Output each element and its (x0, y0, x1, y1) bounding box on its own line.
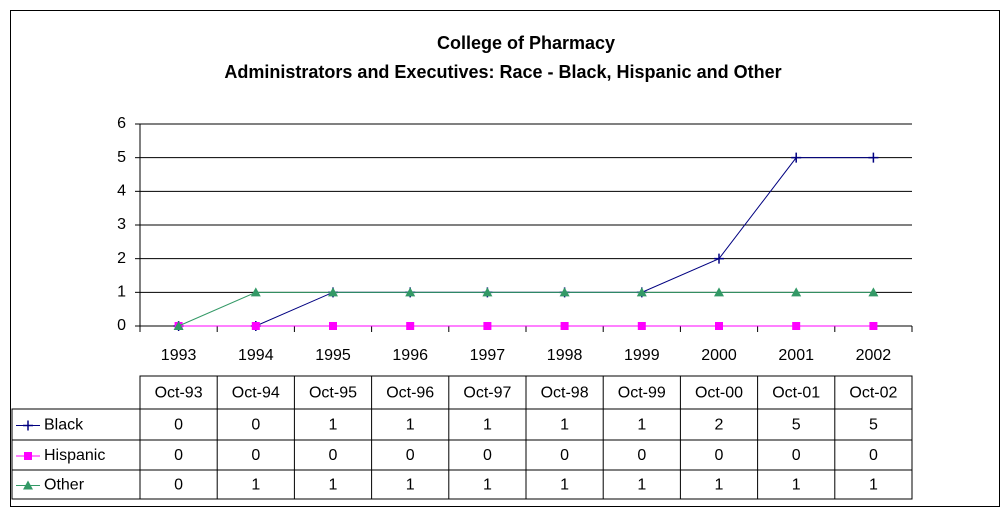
data-point (715, 322, 723, 330)
legend-marker (24, 452, 32, 460)
table-value: 0 (483, 447, 492, 464)
legend-label: Hispanic (44, 447, 105, 464)
table-value: 0 (406, 447, 415, 464)
table-header: Oct-93 (155, 385, 203, 402)
y-tick-label: 2 (117, 250, 126, 267)
table-value: 1 (637, 417, 646, 434)
data-point (791, 287, 802, 297)
data-point (559, 287, 570, 297)
data-point (791, 152, 802, 163)
table-header: Oct-94 (232, 385, 280, 402)
table-value: 1 (869, 477, 878, 494)
data-point (868, 152, 879, 163)
table-value: 0 (174, 447, 183, 464)
data-point (329, 322, 337, 330)
table-value: 1 (406, 417, 415, 434)
y-tick-label: 4 (117, 183, 126, 200)
table-header: Oct-97 (463, 385, 511, 402)
y-tick-label: 3 (117, 216, 126, 233)
x-tick-label: 2002 (856, 347, 892, 364)
table-value: 0 (174, 477, 183, 494)
table-value: 0 (329, 447, 338, 464)
table-value: 0 (637, 447, 646, 464)
table-value: 0 (560, 447, 569, 464)
table-header: Oct-98 (541, 385, 589, 402)
table-value: 1 (329, 477, 338, 494)
table-header: Oct-02 (849, 385, 897, 402)
table-header: Oct-01 (772, 385, 820, 402)
table-value: 0 (251, 417, 260, 434)
data-point (868, 287, 879, 297)
series-line (178, 291, 874, 327)
data-point (869, 322, 878, 330)
legend-label: Other (44, 477, 85, 494)
table-value: 0 (715, 447, 724, 464)
x-tick-label: 1996 (392, 347, 428, 364)
x-tick-label: 1997 (470, 347, 506, 364)
data-point (405, 287, 416, 297)
data-point (792, 322, 801, 330)
table-value: 2 (715, 417, 724, 434)
x-tick-label: 1998 (547, 347, 583, 364)
x-tick-label: 2000 (701, 347, 737, 364)
table-value: 1 (406, 477, 415, 494)
x-tick-label: 1994 (238, 347, 274, 364)
table-header: Oct-96 (386, 385, 434, 402)
table-value: 5 (869, 417, 878, 434)
data-point (482, 287, 493, 297)
x-tick-label: 2001 (778, 347, 814, 364)
x-tick-label: 1995 (315, 347, 351, 364)
x-tick-label: 1999 (624, 347, 660, 364)
table-value: 1 (251, 477, 260, 494)
data-point (637, 322, 646, 330)
table-value: 1 (715, 477, 724, 494)
y-tick-label: 5 (117, 149, 126, 166)
table-value: 1 (560, 477, 569, 494)
table-value: 5 (792, 417, 801, 434)
table-value: 1 (792, 477, 801, 494)
data-point (714, 287, 724, 297)
table-value: 1 (483, 477, 492, 494)
y-tick-label: 1 (117, 284, 126, 301)
legend-marker (23, 480, 33, 490)
data-point (328, 287, 338, 297)
table-header: Oct-00 (695, 385, 743, 402)
data-point (714, 253, 724, 264)
table-value: 0 (174, 417, 183, 434)
legend-label: Black (44, 417, 84, 434)
table-value: 1 (329, 417, 338, 434)
data-point (406, 322, 415, 330)
y-tick-label: 0 (117, 317, 126, 334)
table-header: Oct-95 (309, 385, 357, 402)
table-value: 1 (560, 417, 569, 434)
table-value: 1 (483, 417, 492, 434)
y-tick-label: 6 (117, 115, 126, 132)
data-point (251, 322, 260, 330)
data-point (483, 322, 492, 330)
table-header: Oct-99 (618, 385, 666, 402)
table-value: 0 (869, 447, 878, 464)
table-value: 0 (251, 447, 260, 464)
table-value: 1 (637, 477, 646, 494)
chart-title: College of Pharmacy (437, 33, 615, 53)
data-point (636, 287, 647, 297)
data-point (250, 287, 261, 297)
chart-subtitle: Administrators and Executives: Race - Bl… (224, 62, 781, 82)
legend-marker (23, 420, 33, 431)
data-point (173, 321, 184, 330)
data-point (560, 322, 569, 330)
table-value: 0 (792, 447, 801, 464)
x-tick-label: 1993 (161, 347, 197, 364)
